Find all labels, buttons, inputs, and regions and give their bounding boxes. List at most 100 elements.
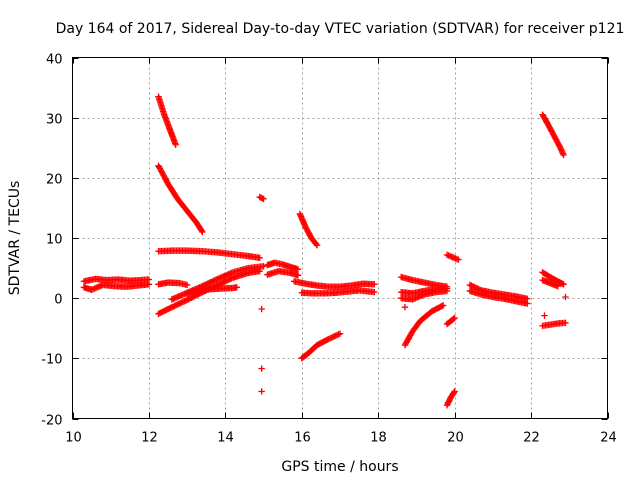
series-arc-10 [256, 193, 267, 203]
data-point-marker [313, 242, 321, 249]
data-point-marker [294, 272, 302, 279]
data-point-marker [312, 240, 320, 248]
data-point-marker [443, 287, 451, 295]
series-arc-17 [290, 278, 378, 290]
grid-lines [72, 57, 608, 419]
series-arc-27 [443, 314, 458, 328]
x-axis-title: GPS time / hours [281, 459, 398, 475]
data-point-marker [371, 288, 378, 296]
data-point-marker [294, 266, 302, 273]
series-arc-30 [539, 111, 567, 159]
series-arc-29 [466, 287, 531, 307]
data-point-marker [233, 284, 241, 291]
series-arc-6 [155, 279, 191, 289]
y-tick-labels: -20 -10 0 10 20 30 40 [41, 53, 62, 429]
y-tick-label: -20 [41, 414, 62, 429]
y-tick-label: 40 [46, 53, 63, 68]
series-arc-16 [296, 210, 321, 249]
data-point-marker [336, 330, 344, 337]
data-point-marker [198, 227, 205, 234]
data-point-marker [335, 331, 342, 338]
data-point-marker [466, 281, 474, 289]
data-point-marker [468, 282, 475, 289]
data-point-marker [451, 314, 458, 322]
series-arc-31 [539, 269, 567, 288]
data-point-marker [401, 303, 409, 311]
series-arc-9 [183, 284, 241, 298]
y-tick-label: -10 [41, 353, 62, 368]
series-arc-8 [168, 263, 267, 303]
y-tick-label: 20 [46, 173, 63, 188]
x-tick-label: 10 [65, 431, 82, 446]
series-arc-3 [155, 93, 179, 148]
y-tick-label: 10 [46, 233, 63, 248]
x-tick-labels: 10 12 14 16 18 20 22 24 [65, 431, 617, 446]
data-point-marker [560, 281, 567, 288]
data-point-marker [450, 389, 458, 396]
y-tick-label: 30 [46, 113, 63, 128]
series-arc-5 [155, 247, 263, 262]
data-point-marker [199, 228, 206, 236]
data-point-marker [325, 335, 332, 343]
data-point-marker [326, 335, 334, 342]
x-tick-label: 24 [600, 431, 617, 446]
plot-frame [72, 57, 608, 419]
data-point-marker [560, 151, 567, 159]
data-point-marker [329, 333, 337, 341]
chart-title: Day 164 of 2017, Sidereal Day-to-day VTE… [56, 21, 625, 37]
series-arc-14 [258, 365, 265, 372]
data-point-marker [471, 283, 478, 291]
data-point-marker [469, 283, 476, 290]
series-arc-26 [443, 388, 458, 409]
data-point-marker [554, 282, 562, 290]
data-point-marker [260, 195, 267, 203]
x-tick-label: 18 [370, 431, 387, 446]
series-arc-33 [562, 293, 569, 301]
data-point-marker [258, 388, 265, 395]
data-point-marker [145, 281, 153, 288]
series-arc-11 [264, 259, 302, 273]
y-axis-title: SDTVAR / TECUs [7, 181, 23, 296]
x-tick-label: 16 [294, 431, 311, 446]
data-point-marker [451, 388, 458, 395]
series-arc-23 [401, 303, 409, 311]
data-point-marker [258, 305, 265, 313]
data-point-marker [328, 334, 335, 341]
series-arc-15 [258, 388, 265, 395]
data-point-marker [183, 281, 191, 289]
series-arc-35 [539, 319, 569, 330]
series-arc-12 [264, 267, 302, 279]
data-points [80, 93, 569, 409]
data-point-marker [260, 263, 267, 270]
data-point-marker [256, 254, 263, 262]
data-point-marker [371, 281, 378, 288]
data-point-marker [258, 365, 265, 372]
data-point-marker [333, 331, 341, 339]
data-point-marker [541, 312, 548, 319]
data-point-marker [172, 141, 179, 148]
series-arc-34 [541, 312, 548, 319]
series-arc-22 [397, 287, 451, 303]
x-tick-label: 22 [523, 431, 540, 446]
y-tick-label: 0 [54, 293, 62, 308]
series-arc-2 [80, 281, 153, 293]
series-arc-25 [443, 251, 462, 263]
series-arc-4 [155, 162, 206, 236]
data-point-marker [256, 267, 263, 275]
data-point-marker [455, 256, 462, 263]
data-point-marker [450, 315, 457, 323]
x-tick-label: 12 [141, 431, 158, 446]
series-arc-18 [298, 287, 378, 297]
data-point-marker [524, 300, 531, 307]
data-point-marker [562, 319, 569, 327]
data-point-marker [332, 332, 339, 339]
series-arc-24 [401, 302, 447, 349]
x-tick-label: 20 [447, 431, 464, 446]
data-point-marker [562, 293, 569, 301]
x-tick-label: 14 [217, 431, 234, 446]
data-point-marker [331, 333, 338, 340]
axis-ticks [72, 57, 609, 420]
series-arc-19 [298, 330, 344, 362]
series-arc-32 [539, 276, 562, 290]
